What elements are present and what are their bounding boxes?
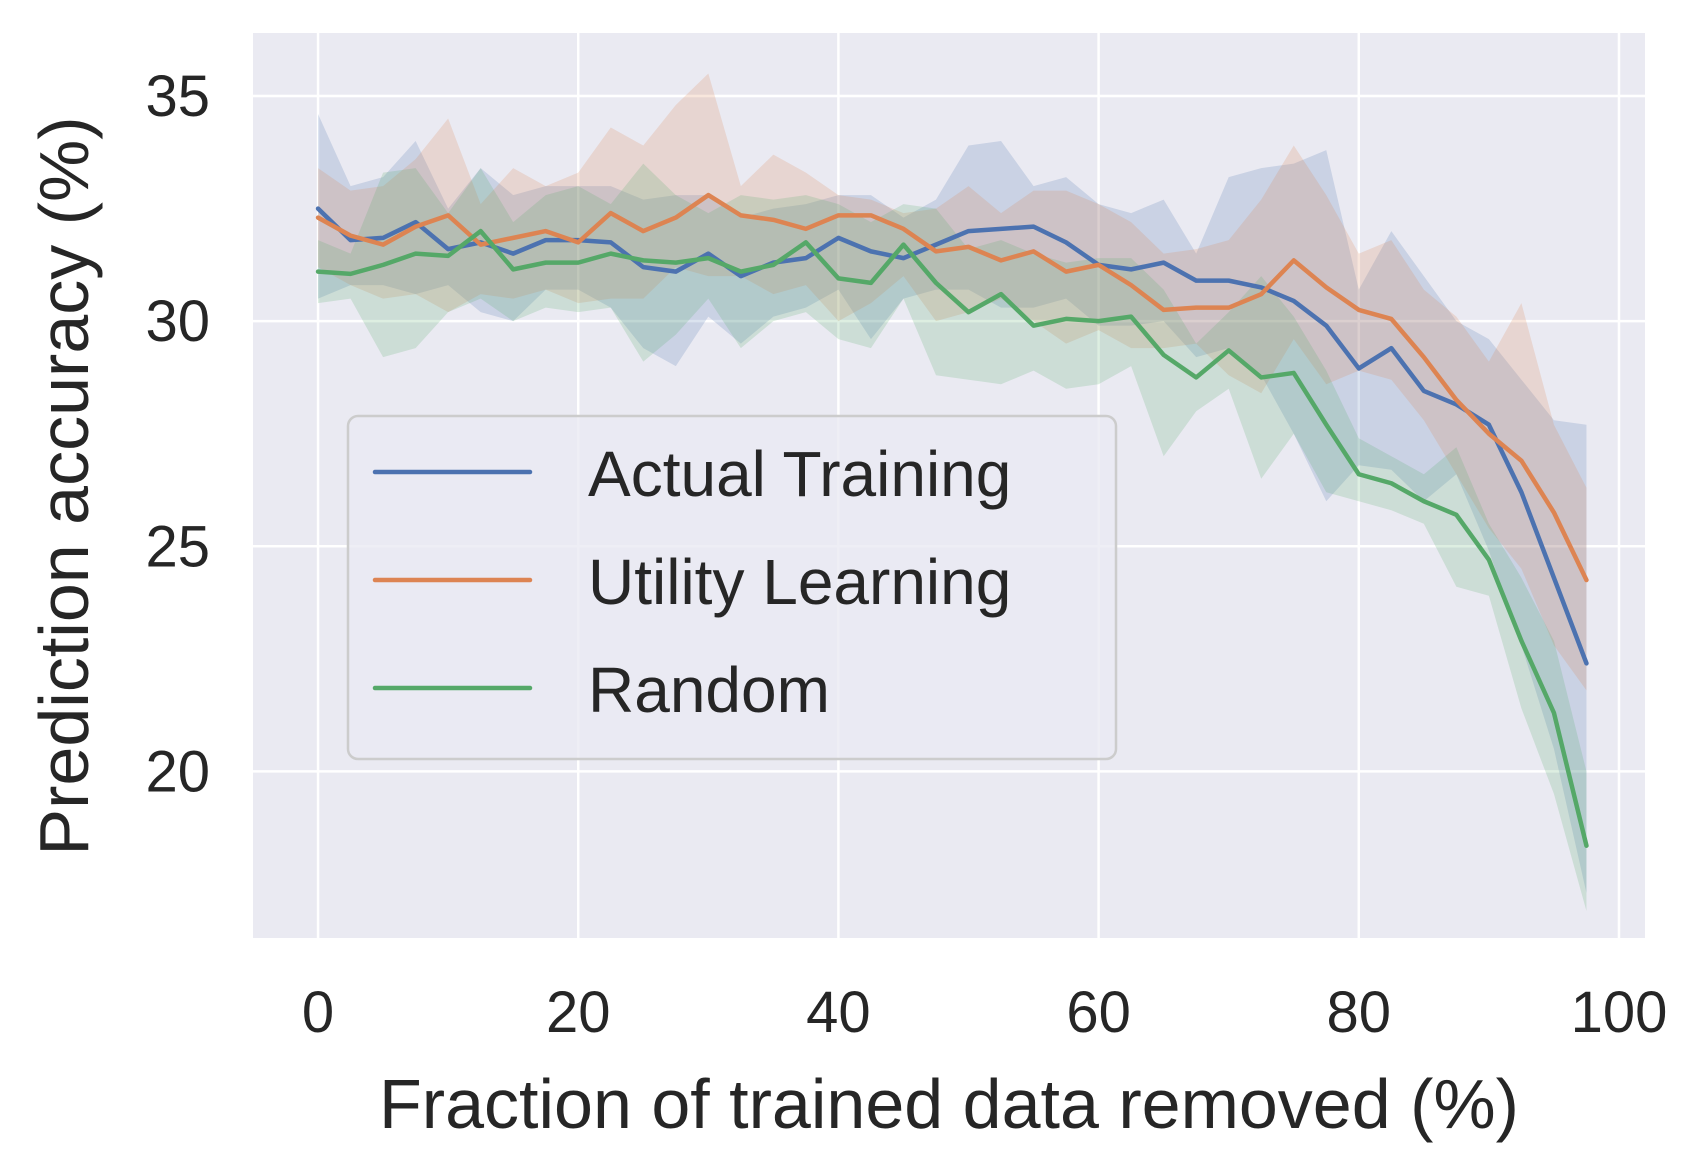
legend: Actual Training Utility Learning Random: [346, 414, 1118, 761]
x-tick-label: 40: [806, 980, 871, 1045]
x-axis-label: Fraction of trained data removed (%): [379, 1065, 1519, 1143]
x-axis-ticks: 0 20 40 60 80 100: [302, 980, 1667, 1045]
x-tick-label: 80: [1327, 980, 1392, 1045]
legend-frame: [346, 414, 1118, 761]
band-actual-training: [318, 114, 1587, 893]
x-tick-label: 0: [302, 980, 334, 1045]
line-utility-learning: [315, 192, 1589, 583]
x-tick-label: 60: [1066, 980, 1131, 1045]
x-tick-label: 20: [546, 980, 611, 1045]
y-tick-label: 35: [145, 64, 210, 129]
x-tick-label: 100: [1571, 980, 1668, 1045]
y-tick-label: 30: [145, 289, 210, 354]
legend-label: Actual Training: [588, 438, 1011, 510]
line-actual-training: [315, 206, 1589, 666]
legend-label: Utility Learning: [588, 546, 1011, 618]
y-axis-ticks: 20 25 30 35: [145, 64, 210, 804]
legend-label: Random: [588, 654, 830, 726]
band-random: [318, 163, 1587, 911]
y-tick-label: 25: [145, 514, 210, 579]
y-tick-label: 20: [145, 739, 210, 804]
y-axis-label: Prediction accuracy (%): [25, 116, 103, 855]
series-lines: [315, 192, 1589, 848]
line-random: [315, 228, 1589, 848]
